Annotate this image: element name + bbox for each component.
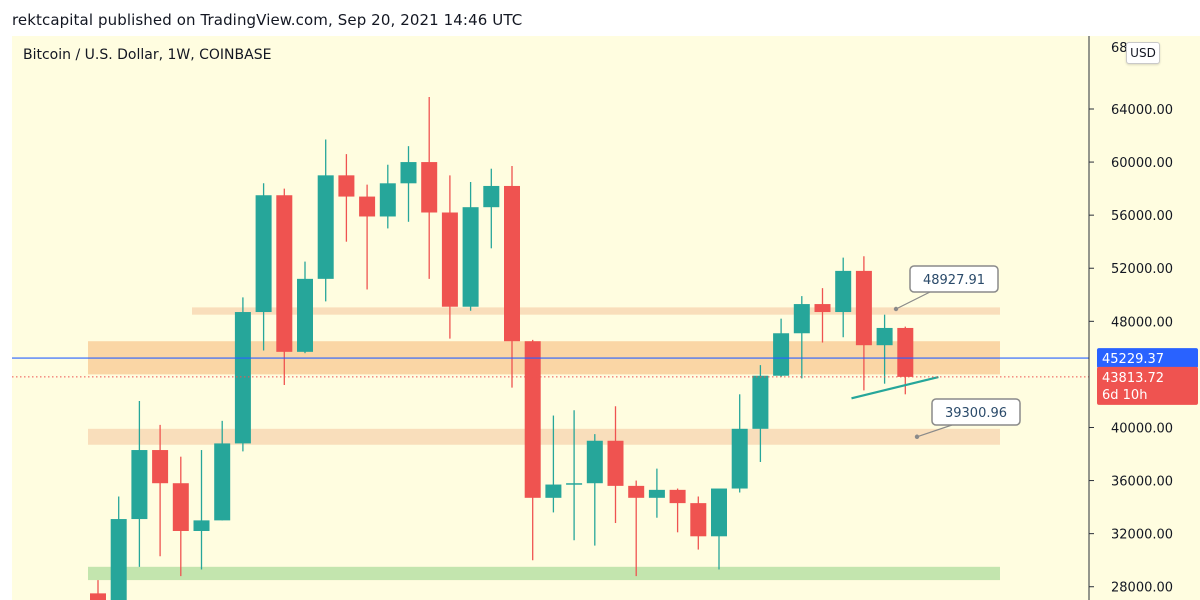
- symbol-title: Bitcoin / U.S. Dollar, 1W, COINBASE: [23, 47, 272, 63]
- tick-label-2: 56000.00: [1111, 209, 1173, 224]
- candle-body-4: [172, 483, 189, 531]
- candle-body-15: [400, 162, 417, 184]
- candle-body-2: [131, 450, 148, 520]
- candle-body-3: [152, 450, 169, 484]
- candle-body-22: [545, 484, 562, 498]
- candle-body-9: [276, 195, 293, 352]
- candle-body-11: [317, 175, 334, 279]
- candle-body-23: [566, 483, 583, 485]
- candle-body-35: [814, 304, 831, 313]
- candle-body-18: [462, 207, 479, 307]
- candle-body-8: [255, 195, 272, 313]
- support-zone-2: [88, 428, 1000, 445]
- candle-body-14: [379, 183, 396, 217]
- candle-body-38: [876, 327, 893, 346]
- candle-body-20: [504, 185, 520, 342]
- price-line-label-bg: [1097, 348, 1198, 369]
- candle-body-33: [773, 333, 790, 376]
- callout-dot-1: [914, 434, 920, 439]
- candle-body-30: [711, 488, 727, 537]
- candle-body-5: [193, 520, 210, 531]
- chart-area[interactable]: 48927.91 39300.96 68 64000.00 60000.00 56000.…: [12, 36, 1200, 600]
- candle-body-29: [690, 503, 707, 537]
- candle-body-10: [297, 278, 313, 352]
- tick-label-top: 68: [1111, 41, 1128, 56]
- publish-header: rektcapital published on TradingView.com…: [0, 0, 1200, 36]
- candlestick-chart[interactable]: 48927.91 39300.96 68 64000.00 60000.00 56000.…: [12, 36, 1200, 600]
- tick-label-3: 52000.00: [1111, 262, 1173, 277]
- price-axis: [1089, 36, 1200, 600]
- price-line-label: 45229.37: [1102, 352, 1164, 367]
- candle-body-37: [855, 270, 872, 346]
- callout-pointer-1: [916, 424, 953, 438]
- candle-body-19: [483, 185, 500, 208]
- candle-body-13: [359, 196, 376, 217]
- candle-body-27: [648, 489, 665, 498]
- callout-dot-0: [893, 306, 899, 312]
- published-text: rektcapital published on TradingView.com…: [12, 11, 523, 29]
- candle-body-31: [731, 428, 748, 489]
- countdown-label: 6d 10h: [1102, 388, 1147, 403]
- callout-label-1: 39300.96: [945, 406, 1007, 421]
- candle-body-21: [524, 341, 541, 498]
- candle-body-32: [752, 375, 769, 429]
- candle-body-16: [421, 162, 438, 213]
- candle-body-36: [835, 270, 852, 313]
- currency-button[interactable]: USD: [1126, 42, 1160, 64]
- candle-body-12: [338, 175, 355, 197]
- tick-label-6: 40000.00: [1111, 421, 1173, 436]
- candle-body-7: [234, 312, 251, 444]
- tick-label-8: 32000.00: [1111, 528, 1173, 543]
- callout-pointer-0: [895, 291, 931, 310]
- current-price-label: 43813.72: [1102, 371, 1164, 386]
- callout-box-1: [931, 398, 1021, 426]
- callout-box-0: [909, 265, 999, 293]
- candle-body-39: [897, 327, 914, 377]
- tick-label-0: 64000.00: [1111, 103, 1173, 118]
- candle-body-24: [586, 440, 603, 484]
- tick-label-7: 36000.00: [1111, 475, 1173, 490]
- callout-label-0: 48927.91: [923, 273, 985, 288]
- candle-body-34: [793, 304, 810, 334]
- support-zone-3: [88, 566, 1000, 581]
- tick-label-9: 28000.00: [1111, 581, 1173, 596]
- candle-body-1: [110, 519, 127, 600]
- tick-label-1: 60000.00: [1111, 156, 1173, 171]
- candle-body-0: [90, 593, 106, 600]
- candle-body-6: [214, 443, 231, 521]
- trendline: [851, 375, 939, 400]
- candle-body-28: [669, 489, 686, 504]
- tick-label-4: 48000.00: [1111, 315, 1173, 330]
- candle-body-17: [441, 212, 458, 307]
- candle-body-25: [607, 440, 624, 486]
- candle-body-26: [628, 485, 645, 498]
- current-price-label-bg: [1097, 366, 1198, 405]
- support-zone-0: [192, 307, 1000, 315]
